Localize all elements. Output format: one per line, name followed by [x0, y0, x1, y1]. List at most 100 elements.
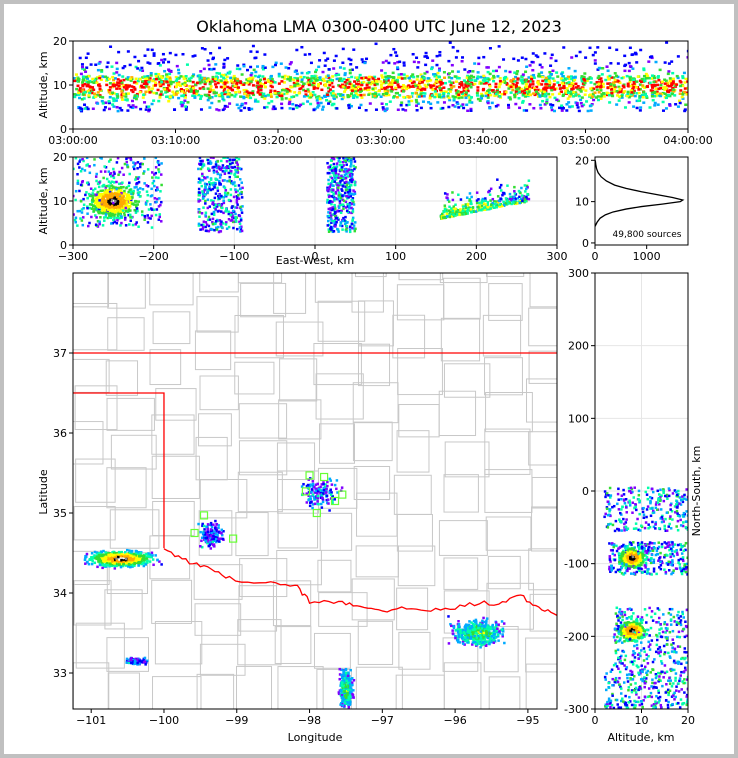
time-altitude-source [538, 103, 542, 107]
time-altitude-source [446, 95, 450, 98]
ew-source [224, 207, 228, 211]
time-altitude-source [437, 69, 441, 72]
time-altitude-source [281, 75, 285, 79]
time-altitude-source [105, 76, 109, 80]
time-altitude-source [384, 94, 388, 97]
time-altitude-source [435, 85, 439, 89]
ew-source [127, 190, 130, 194]
time-altitude-source [354, 89, 358, 92]
time-altitude-source [484, 81, 488, 85]
time-altitude-source [356, 93, 360, 97]
time-altitude-source [642, 67, 646, 70]
ew-source [334, 214, 337, 218]
time-altitude-source [139, 85, 143, 89]
time-altitude-source [676, 55, 680, 58]
time-altitude-source [496, 88, 500, 92]
ew-source [339, 211, 343, 215]
time-altitude-source [467, 77, 471, 80]
time-altitude-source [577, 94, 581, 98]
ew-source [157, 205, 161, 208]
time-altitude-source [442, 92, 446, 95]
time-altitude-source [355, 95, 359, 99]
ew-source [94, 214, 97, 217]
time-altitude-source [81, 89, 85, 92]
time-altitude-source [292, 81, 296, 85]
time-altitude-source [138, 68, 142, 72]
time-altitude-source [331, 85, 335, 89]
time-altitude-source [467, 79, 471, 83]
ew-source [110, 187, 114, 191]
ew-source [102, 212, 105, 215]
time-altitude-source [289, 85, 293, 89]
ew-source [212, 199, 215, 203]
ew-source [220, 194, 223, 198]
time-altitude-source [356, 89, 360, 92]
ew-source [223, 170, 227, 173]
time-altitude-source [362, 93, 366, 97]
time-altitude-source [412, 60, 416, 64]
ew-source [440, 215, 444, 218]
time-altitude-source [143, 54, 147, 57]
ew-source [234, 168, 237, 172]
time-altitude-source [180, 103, 184, 107]
county-boundary [488, 283, 523, 321]
ew-source [160, 183, 163, 187]
ew-source [448, 215, 452, 219]
time-altitude-source [270, 100, 274, 103]
time-altitude-source [192, 91, 196, 95]
time-altitude-source [371, 87, 375, 90]
time-altitude-source [670, 83, 674, 87]
county-boundary [443, 662, 482, 709]
time-altitude-source [343, 80, 347, 84]
time-altitude-source [148, 79, 152, 82]
ew-source [334, 178, 338, 181]
county-boundary [353, 465, 391, 501]
time-altitude-source [502, 76, 506, 80]
time-altitude-source [513, 95, 517, 99]
time-altitude-source [188, 79, 192, 83]
ew-source [235, 195, 239, 198]
county-boundary [276, 442, 316, 481]
time-altitude-source [201, 86, 205, 89]
time-altitude-source [307, 83, 311, 87]
time-altitude-source [363, 87, 367, 90]
time-altitude-source [678, 101, 682, 105]
time-altitude-source [580, 75, 584, 78]
ew-source [228, 159, 231, 163]
ew-source [231, 166, 234, 169]
county-boundary [354, 273, 387, 278]
time-altitude-source [191, 94, 195, 98]
ew-source [468, 192, 472, 195]
time-altitude-source [157, 62, 161, 65]
time-altitude-source [359, 103, 363, 107]
time-altitude-source [263, 53, 267, 56]
time-altitude-source [349, 63, 353, 66]
time-altitude-source [134, 77, 138, 81]
time-altitude-source [339, 94, 343, 97]
time-altitude-source [447, 76, 451, 79]
time-altitude-source [643, 86, 647, 89]
time-altitude-source [390, 83, 394, 86]
time-altitude-source [407, 77, 411, 80]
time-altitude-source [214, 83, 218, 86]
time-altitude-source [593, 91, 597, 94]
time-altitude-source [479, 75, 483, 79]
ew-source [157, 168, 160, 171]
time-altitude-source [301, 83, 305, 86]
time-altitude-source [402, 64, 406, 67]
county-boundary [352, 382, 399, 424]
ew-source [76, 182, 80, 185]
ew-source [87, 183, 90, 186]
ew-source [329, 207, 332, 210]
ew-source [525, 195, 528, 199]
ew-source [239, 205, 242, 209]
ew-source [236, 175, 239, 179]
time-altitude-source [652, 76, 656, 80]
county-boundary [195, 436, 228, 481]
time-altitude-source [94, 63, 98, 66]
ew-source [97, 211, 101, 215]
time-altitude-source [289, 76, 293, 79]
time-altitude-source [621, 84, 625, 88]
time-altitude-source [295, 94, 299, 97]
ew-source [116, 196, 119, 199]
